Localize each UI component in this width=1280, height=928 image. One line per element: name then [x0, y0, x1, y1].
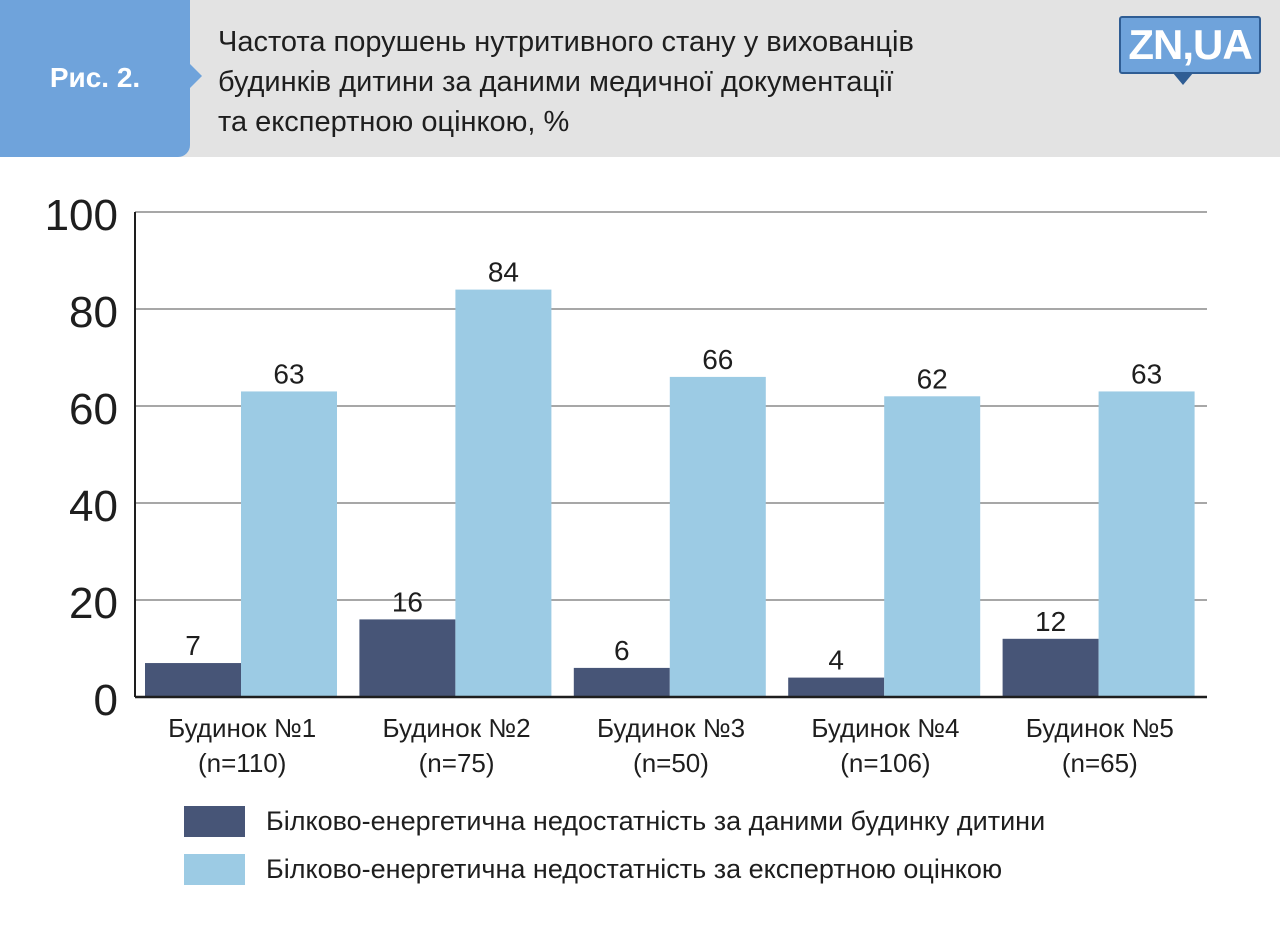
x-tick-label: Будинок №1 — [168, 713, 316, 743]
title-line-2: будинків дитини за даними медичної докум… — [218, 66, 894, 98]
y-tick-label: 80 — [69, 288, 118, 337]
x-tick-sublabel: (n=50) — [633, 748, 709, 778]
data-label: 12 — [1035, 606, 1066, 637]
title-line-1: Частота порушень нутритивного стану у ви… — [218, 26, 914, 58]
legend-item-1: Білково-енергетична недостатність за дан… — [184, 806, 1184, 838]
x-tick-sublabel: (n=110) — [198, 748, 286, 778]
bar-series-1 — [1002, 638, 1099, 697]
x-tick-label: Будинок №2 — [383, 713, 531, 743]
y-tick-label: 20 — [69, 579, 118, 628]
x-tick-label: Будинок №5 — [1026, 713, 1174, 743]
header-bar: Рис. 2. Частота порушень нутритивного ст… — [0, 0, 1280, 157]
bar-series-2 — [1098, 391, 1195, 697]
title-line-3: та експертною оцінкою, % — [218, 106, 570, 138]
data-label: 6 — [614, 635, 630, 666]
data-label: 7 — [185, 630, 201, 661]
bar-series-2 — [455, 289, 552, 697]
legend-label-1: Білково-енергетична недостатність за дан… — [266, 806, 1046, 836]
chart-title: Частота порушень нутритивного стану у ви… — [218, 22, 1068, 142]
bar-series-1 — [145, 663, 241, 697]
data-label: 84 — [488, 257, 519, 288]
y-tick-label: 40 — [69, 482, 118, 531]
bar-chart: 0 20 40 60 80 100 7 63 Будинок №1 (n=110) 16 84 Буди… — [45, 191, 1207, 778]
bar-series-1 — [788, 677, 885, 697]
legend-label-2: Білково-енергетична недостатність за екс… — [266, 854, 1003, 884]
y-tick-label: 60 — [69, 385, 118, 434]
x-tick-sublabel: (n=106) — [840, 748, 930, 778]
bar-series-1 — [359, 619, 456, 697]
x-tick-label: Будинок №3 — [597, 713, 745, 743]
legend-swatch-1 — [184, 806, 245, 837]
data-label: 4 — [828, 645, 844, 676]
bar-series-2 — [884, 396, 981, 697]
zn-ua-logo: ZN,UA — [1119, 16, 1261, 85]
legend-item-2: Білково-енергетична недостатність за екс… — [184, 854, 1184, 886]
data-label: 63 — [273, 358, 304, 389]
data-label: 62 — [917, 363, 948, 394]
x-tick-sublabel: (n=75) — [419, 748, 495, 778]
y-tick-label: 0 — [94, 676, 118, 725]
legend-swatch-2 — [184, 854, 245, 885]
figure-label: Рис. 2. — [49, 62, 141, 93]
data-label: 66 — [702, 344, 733, 375]
x-tick-label: Будинок №4 — [811, 713, 959, 743]
figure-tab: Рис. 2. — [0, 0, 202, 157]
y-tick-label: 100 — [45, 191, 118, 240]
bar-series-2 — [669, 376, 766, 697]
bar-series-1 — [573, 667, 670, 697]
data-label: 16 — [392, 586, 423, 617]
bar-series-2 — [241, 391, 337, 697]
data-label: 63 — [1131, 358, 1162, 389]
x-tick-sublabel: (n=65) — [1062, 748, 1138, 778]
